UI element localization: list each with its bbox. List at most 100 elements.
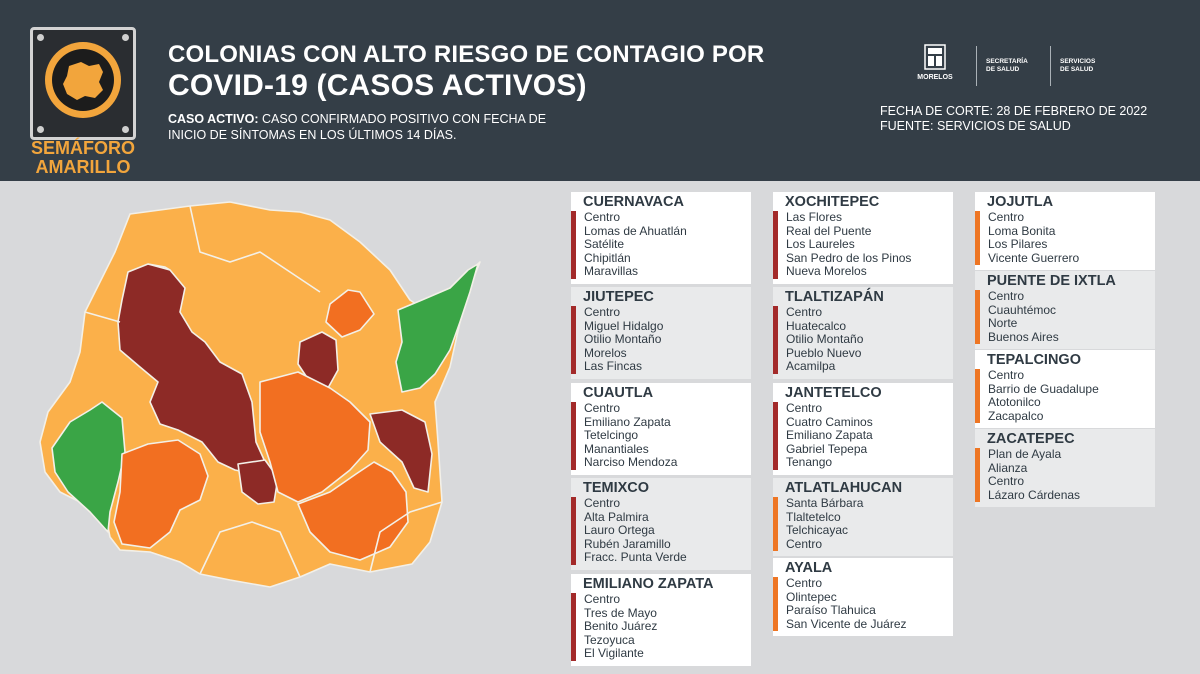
colonia-item: Los Pilares [988,237,1048,252]
colonia-item: Zacapalco [988,408,1044,423]
colonia-item: Centro [786,576,823,590]
definition-body: CASO CONFIRMADO POSITIVO CON FECHA DE [258,112,547,126]
colonia-item: Olintepec [786,589,837,604]
semaforo-line1: SEMÁFORO [30,138,135,158]
colonia-list: Centro Lomas de Ahuatlán Satélite Chipit… [571,210,751,279]
colonia-item: Alianza [988,460,1028,475]
colonia-item: San Pedro de los Pinos [786,250,912,265]
map-region [51,401,126,533]
colonia-item: Manantiales [584,441,649,456]
colonia-item: Otilio Montaño [786,332,864,347]
fuente: FUENTE: SERVICIOS DE SALUD [880,119,1071,133]
map-region [297,331,339,389]
map-region [259,371,371,503]
colonia-item: Rubén Jaramillo [584,536,671,551]
morelos-shield-icon [924,44,946,70]
risk-bar [975,211,980,266]
muni-card-temixco: TEMIXCO Centro Alta Palmira Lauro Ortega… [571,478,751,570]
servicios-line2: DE SALUD [1060,66,1094,73]
muni-card-tepalcingo: TEPALCINGO Centro Barrio de Guadalupe At… [975,350,1155,429]
municipality-name: ZACATEPEC [987,431,1075,447]
page-title: COLONIAS CON ALTO RIESGO DE CONTAGIO POR… [168,41,764,103]
colonia-item: Vicente Guerrero [988,250,1080,265]
colonia-item: Centro [786,536,823,551]
colonia-item: Tenango [786,455,833,470]
colonia-item: Narciso Mendoza [584,455,678,470]
colonia-list: Centro Alta Palmira Lauro Ortega Rubén J… [571,496,751,565]
muni-card-cuernavaca: CUERNAVACA Centro Lomas de Ahuatlán Saté… [571,192,751,284]
state-map [39,201,481,588]
colonia-list: Centro Barrio de Guadalupe Atotonilco Za… [975,368,1155,423]
colonia-list: Plan de Ayala Alianza Centro Lázaro Cárd… [975,447,1155,502]
colonia-item: Tezoyuca [584,632,635,647]
semaforo-line2: AMARILLO [35,157,131,177]
risk-bar [571,497,576,565]
definition-text: CASO ACTIVO: CASO CONFIRMADO POSITIVO CO… [168,111,638,143]
colonia-item: Lauro Ortega [584,523,655,538]
colonia-item: Centro [584,592,621,606]
colonia-item: Plan de Ayala [988,447,1062,461]
muni-card-xochitepec: XOCHITEPEC Las Flores Real del Puente Lo… [773,192,953,284]
map-region [84,311,121,323]
colonia-item: Las Flores [786,210,843,224]
colonia-item: Centro [584,210,621,224]
municipality-name: AYALA [785,560,833,576]
municipality-name: TEMIXCO [583,480,650,496]
colonia-item: Miguel Hidalgo [584,318,664,333]
colonia-item: Los Laureles [786,237,855,252]
colonia-item: Norte [988,316,1018,331]
muni-card-jojutla: JOJUTLA Centro Loma Bonita Los Pilares V… [975,192,1155,271]
colonia-list: Centro Cuatro Caminos Emiliano Zapata Ga… [773,401,953,470]
colonia-item: San Vicente de Juárez [786,616,907,631]
colonia-item: Alta Palmira [584,509,649,524]
colonia-item: El Vigilante [584,646,644,661]
risk-bar [975,448,980,503]
colonia-list: Centro Miguel Hidalgo Otilio Montaño Mor… [571,305,751,374]
colonia-item: Telchicayac [786,523,849,538]
logos: MORELOS SECRETARÍA DE SALUD SERVICIOS DE… [914,44,1114,90]
risk-bar [975,369,980,424]
colonia-item: Barrio de Guadalupe [988,381,1099,396]
colonia-item: Fracc. Punta Verde [584,550,687,565]
colonia-item: Huatecalco [786,318,847,333]
muni-card-zacatepec: ZACATEPEC Plan de Ayala Alianza Centro L… [975,429,1155,508]
colonia-item: Gabriel Tepepa [786,441,868,456]
title-line2: COVID-19 (CASOS ACTIVOS) [168,69,587,102]
morelos-logo: MORELOS [914,44,956,81]
secretaria-line2: DE SALUD [986,66,1020,73]
colonia-item: Morelos [584,345,627,360]
definition-term: CASO ACTIVO: [168,112,259,126]
municipality-name: PUENTE DE IXTLA [987,273,1116,289]
map-region [147,263,171,271]
colonia-item: Centro [988,474,1025,489]
map-region [369,409,433,493]
muni-card-jantetelco: JANTETELCO Centro Cuatro Caminos Emilian… [773,383,953,475]
colonia-item: Santa Bárbara [786,496,864,510]
colonia-list: Centro Cuauhtémoc Norte Buenos Aires [975,289,1155,344]
risk-bar [773,402,778,470]
map-region [237,459,279,505]
colonia-list: Centro Olintepec Paraíso Tlahuica San Vi… [773,576,953,631]
title-line1: COLONIAS CON ALTO RIESGO DE CONTAGIO POR [168,41,765,68]
colonia-item: Atotonilco [988,395,1041,410]
colonia-item: Otilio Montaño [584,332,662,347]
screw-icon [37,34,44,41]
fecha-corte: FECHA DE CORTE: 28 DE FEBRERO DE 2022 [880,104,1148,118]
colonia-item: Centro [786,401,823,415]
secretaria-line1: SECRETARÍA [986,58,1028,65]
map-region [199,521,301,578]
screw-icon [122,126,129,133]
colonia-list: Centro Tres de Mayo Benito Juárez Tezoyu… [571,592,751,661]
header-banner: SEMÁFORO AMARILLO COLONIAS CON ALTO RIES… [0,0,1200,181]
muni-card-tlaltizapan: TLALTIZAPÁN Centro Huatecalco Otilio Mon… [773,287,953,379]
colonia-item: Cuatro Caminos [786,414,873,429]
risk-bar [773,577,778,632]
colonia-item: Lázaro Cárdenas [988,487,1081,502]
colonia-item: Centro [988,368,1025,382]
risk-bar [571,306,576,374]
risk-bar [571,211,576,279]
logo-divider [1050,46,1051,86]
report-meta: FECHA DE CORTE: 28 DE FEBRERO DE 2022 FU… [880,104,1147,134]
risk-bar [571,402,576,470]
colonia-list: Centro Emiliano Zapata Tetelcingo Manant… [571,401,751,470]
